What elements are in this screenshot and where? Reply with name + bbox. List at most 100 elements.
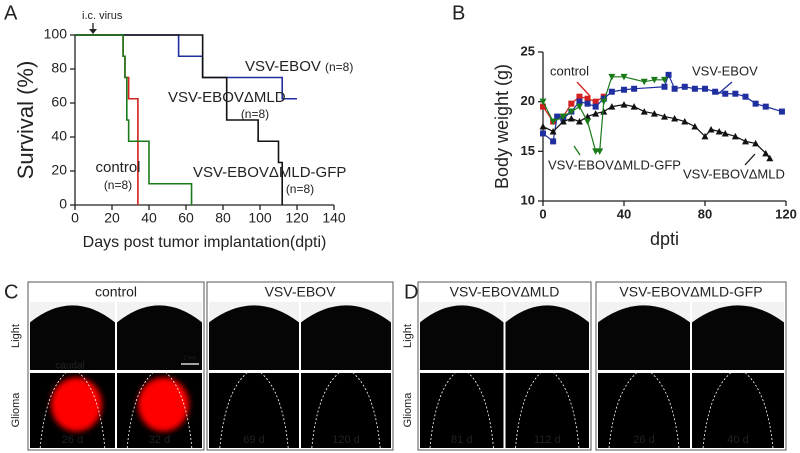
x-axis-label: Days post tumor implantation(dpti): [83, 234, 327, 251]
point: [707, 125, 715, 133]
point: [640, 108, 648, 115]
point: [732, 90, 739, 97]
series-note: (n=8): [325, 60, 353, 74]
point: [778, 108, 785, 115]
point: [681, 118, 689, 125]
point: [661, 113, 668, 120]
group-frame: [595, 281, 787, 451]
y-tick-label: 20: [521, 93, 535, 108]
brain-shape: [209, 305, 299, 370]
point: [559, 113, 567, 121]
series-label: VSV-EBOV: [245, 58, 321, 75]
point: [584, 95, 591, 102]
image-day-label: 40 d: [727, 434, 748, 446]
point: [550, 138, 557, 145]
label-arrow: [717, 81, 733, 95]
point: [592, 98, 599, 105]
series-note: (n=8): [286, 182, 314, 196]
point: [671, 85, 678, 92]
brain-shape: [692, 305, 784, 370]
y-tick-label: 100: [44, 26, 68, 42]
glioma-image: [301, 373, 391, 448]
image-day-label: 32 d: [149, 434, 170, 446]
y-tick-label: 15: [521, 143, 535, 158]
point: [691, 123, 699, 130]
series-note: (n=8): [241, 107, 269, 121]
x-tick-label: 60: [178, 210, 194, 226]
series-label: control: [550, 63, 589, 78]
point: [665, 71, 672, 78]
panel-letter: C: [4, 281, 18, 303]
point: [549, 127, 557, 135]
group-frame: [206, 281, 394, 451]
point: [567, 115, 575, 122]
point: [661, 83, 668, 90]
point: [701, 132, 709, 140]
point: [568, 100, 575, 107]
x-tick-label: 0: [539, 206, 546, 221]
image-day-label: 26 d: [62, 434, 83, 446]
point: [567, 108, 575, 116]
x-tick-label: 80: [215, 210, 231, 226]
series-label: VSV-EBOVΔMLD: [168, 89, 286, 106]
image-day-label: 112 d: [534, 434, 561, 446]
x-tick-label: 120: [285, 210, 309, 226]
point: [650, 110, 658, 117]
point: [631, 85, 638, 92]
point: [592, 110, 600, 117]
brain-shape: [505, 305, 589, 370]
point: [766, 154, 774, 162]
point: [539, 98, 547, 106]
point: [742, 137, 749, 145]
annotation: i.c. virus: [82, 10, 123, 22]
x-tick-label: 80: [698, 206, 712, 221]
point: [576, 98, 583, 105]
point: [600, 108, 608, 115]
point: [608, 88, 615, 95]
glioma-image: [420, 373, 504, 448]
series-note: (n=8): [104, 178, 132, 192]
x-tick-label: 20: [104, 210, 120, 226]
row-label: Light: [402, 324, 414, 348]
group-title: VSV-EBOVΔMLD-GFP: [619, 284, 762, 300]
glioma-image: [598, 373, 690, 448]
panel-letter: D: [404, 281, 418, 303]
group-frame: [417, 281, 592, 451]
point: [540, 130, 546, 137]
point: [702, 85, 708, 92]
point: [608, 103, 616, 110]
point: [575, 103, 583, 111]
arrow-head: [89, 29, 97, 34]
scale-bar-label: 2 mm: [184, 355, 197, 361]
glioma-image: [209, 373, 299, 448]
point: [752, 139, 760, 147]
label-arrow: [573, 145, 581, 156]
brain-shape: [420, 305, 504, 370]
group-title: VSV-EBOV: [265, 284, 336, 300]
glioma-signal: [51, 377, 102, 432]
y-tick-label: 40: [51, 128, 67, 144]
image-day-label: 26 d: [633, 434, 654, 446]
point: [650, 76, 658, 84]
panel-letter: B: [452, 2, 465, 24]
series-label: VSV-EBOVΔMLD: [683, 166, 785, 181]
point: [559, 118, 567, 125]
glioma-signal: [138, 377, 189, 432]
series-label: VSV-EBOVΔMLD-GFP: [548, 157, 681, 172]
point: [539, 123, 547, 130]
x-tick-label: 120: [775, 206, 797, 221]
point: [722, 90, 729, 97]
point: [592, 103, 599, 110]
point: [721, 129, 729, 137]
point: [762, 149, 770, 157]
x-tick-label: 140: [322, 210, 346, 226]
point: [620, 101, 628, 108]
series-line: [75, 34, 283, 205]
y-tick-label: 25: [521, 43, 535, 58]
brain-shape: [117, 305, 202, 370]
y-tick-label: 60: [51, 94, 67, 110]
panel-letter: A: [4, 2, 18, 24]
y-tick-label: 20: [51, 162, 67, 178]
image-day-label: 120 d: [332, 434, 360, 446]
row-label: Glioma: [402, 392, 414, 428]
